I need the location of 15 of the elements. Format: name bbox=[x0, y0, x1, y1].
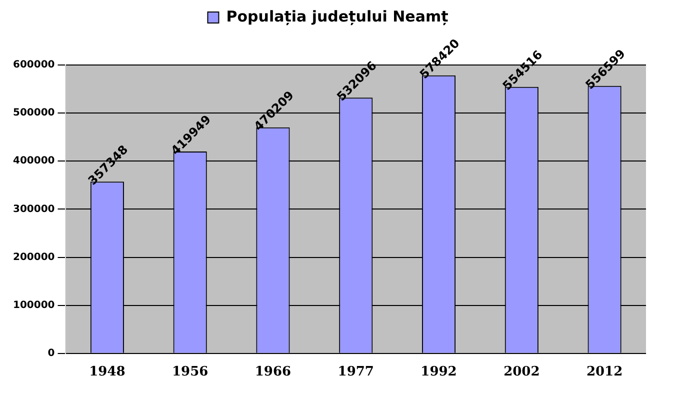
y-tick-label: 500000 bbox=[13, 108, 55, 119]
x-tick-label: 1956 bbox=[172, 364, 208, 380]
y-tick-label: 400000 bbox=[13, 156, 55, 167]
x-tick-label: 1977 bbox=[338, 364, 374, 380]
x-tick-label: 1992 bbox=[420, 364, 457, 380]
y-tick-label: 300000 bbox=[13, 204, 55, 215]
x-tick-label: 2002 bbox=[504, 364, 540, 380]
y-tick-label: 0 bbox=[48, 348, 55, 359]
y-tick-label: 200000 bbox=[13, 252, 55, 263]
x-tick-label: 1966 bbox=[254, 364, 292, 380]
x-tick-label: 2012 bbox=[586, 364, 623, 380]
x-tick-label: 1948 bbox=[89, 364, 126, 380]
y-tick-label: 100000 bbox=[13, 300, 55, 311]
legend-label: Populația județului Neamț bbox=[226, 7, 448, 26]
y-tick-label: 600000 bbox=[13, 60, 55, 71]
